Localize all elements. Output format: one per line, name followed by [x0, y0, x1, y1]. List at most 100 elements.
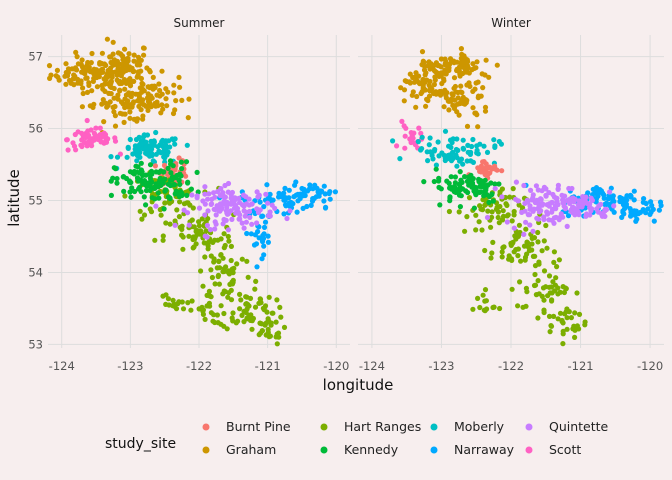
data-point: [152, 237, 158, 243]
data-point: [511, 249, 517, 255]
data-point: [521, 243, 528, 249]
data-point: [619, 214, 625, 220]
data-point: [247, 295, 254, 301]
data-point: [450, 102, 456, 108]
data-point: [433, 166, 439, 172]
data-point: [127, 189, 133, 195]
data-point: [529, 241, 535, 247]
data-point: [211, 190, 217, 196]
data-point: [482, 202, 488, 208]
data-point: [148, 168, 155, 174]
data-point: [74, 54, 80, 60]
data-point: [658, 202, 664, 209]
data-point: [531, 235, 538, 241]
data-point: [492, 163, 498, 169]
data-point: [478, 164, 484, 170]
data-point: [450, 136, 456, 142]
data-point: [402, 145, 408, 151]
data-point: [222, 242, 228, 249]
x-tick-label: -123: [117, 359, 143, 373]
data-point: [496, 138, 502, 145]
data-point: [457, 184, 463, 190]
data-point: [64, 137, 70, 143]
data-point: [492, 144, 498, 150]
data-point: [97, 60, 103, 66]
data-point: [421, 179, 427, 185]
data-point: [453, 146, 459, 153]
data-point: [254, 220, 260, 226]
data-point: [648, 209, 654, 215]
data-point: [401, 87, 408, 93]
data-point: [446, 107, 452, 113]
data-point: [244, 230, 250, 237]
data-point: [482, 72, 488, 78]
data-point: [523, 219, 529, 225]
data-point: [196, 306, 202, 312]
data-point: [172, 141, 178, 147]
data-point: [516, 222, 523, 228]
data-point: [178, 189, 184, 195]
data-point: [603, 200, 609, 206]
data-point: [554, 264, 560, 270]
legend-item-scott: Scott: [525, 442, 581, 457]
data-point: [226, 271, 232, 277]
data-point: [215, 237, 221, 243]
data-point: [89, 88, 95, 94]
data-point: [200, 311, 206, 317]
data-point: [470, 306, 476, 312]
data-point: [225, 233, 231, 240]
data-point: [167, 195, 173, 202]
data-point: [617, 198, 623, 205]
data-point: [475, 295, 481, 301]
data-point: [53, 73, 59, 79]
data-point: [145, 84, 151, 90]
data-point: [191, 244, 197, 250]
y-tick-label: 53: [28, 337, 43, 351]
data-point: [191, 224, 197, 230]
data-point: [107, 84, 113, 90]
data-point: [537, 196, 544, 202]
data-point: [532, 199, 538, 206]
data-point: [277, 304, 283, 310]
data-point: [249, 326, 255, 332]
data-point: [469, 143, 475, 150]
data-point: [550, 279, 556, 285]
data-point: [496, 181, 502, 187]
data-point: [557, 289, 563, 295]
data-point: [176, 214, 182, 220]
data-point: [441, 104, 447, 110]
data-point: [552, 203, 558, 209]
data-point: [229, 266, 235, 272]
data-point: [257, 199, 263, 205]
data-point: [313, 194, 319, 200]
legend: study_site Burnt Pine Graham Hart Ranges Ke…: [105, 419, 609, 457]
data-point: [130, 68, 136, 75]
data-point: [185, 300, 191, 306]
data-point: [213, 221, 219, 227]
data-point: [564, 223, 570, 229]
data-point: [544, 209, 550, 215]
y-tick-label: 56: [28, 122, 43, 136]
data-point: [205, 208, 211, 214]
data-point: [554, 195, 560, 201]
legend-key: [430, 423, 438, 431]
data-point: [535, 315, 541, 321]
data-point: [70, 140, 76, 146]
data-point: [225, 227, 231, 233]
data-point: [153, 203, 159, 209]
data-point: [466, 195, 473, 201]
data-point: [549, 290, 555, 296]
data-point: [635, 211, 642, 217]
data-point: [86, 82, 92, 88]
data-point: [399, 118, 405, 124]
data-point: [300, 193, 306, 199]
data-point: [229, 315, 235, 321]
data-point: [84, 67, 90, 73]
data-point: [188, 186, 194, 192]
data-point: [413, 104, 419, 110]
data-point: [556, 257, 563, 263]
data-point: [257, 330, 264, 336]
legend-item-narraway: Narraway: [430, 442, 515, 457]
data-point: [101, 61, 108, 67]
data-point: [413, 70, 419, 76]
